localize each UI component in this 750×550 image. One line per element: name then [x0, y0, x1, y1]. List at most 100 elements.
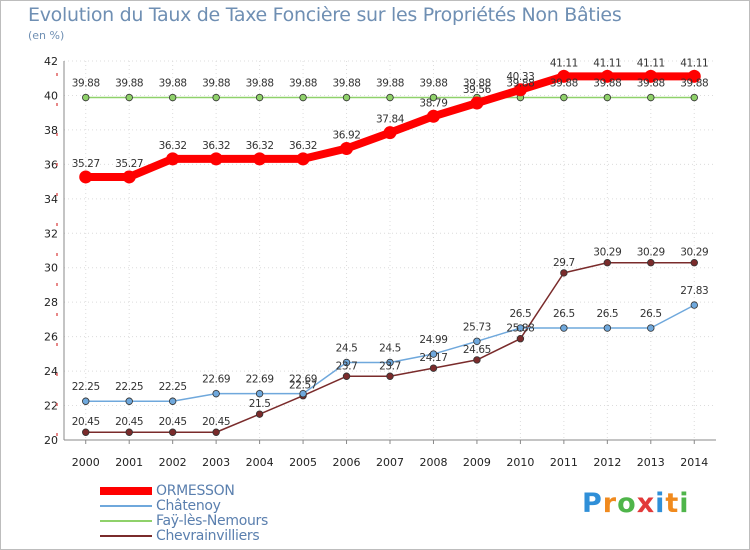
data-label-1: 26.5: [510, 308, 532, 320]
data-label-1: 24.5: [379, 342, 401, 354]
data-label-0: 41.11: [680, 57, 708, 69]
x-tick-label: 2005: [289, 456, 317, 469]
series-point-0: [644, 69, 658, 83]
logo-letter: P: [582, 488, 603, 519]
series-point-3: [429, 364, 438, 372]
series-point-1: [299, 389, 307, 398]
x-tick-label: 2010: [506, 456, 534, 469]
data-label-1: 22.69: [202, 374, 230, 386]
logo-letter: i: [679, 488, 690, 519]
x-tick-label: 2012: [593, 456, 621, 469]
data-label-3: 20.45: [115, 416, 143, 428]
x-tick-label: 2011: [550, 456, 578, 469]
series-point-2: [342, 93, 351, 102]
proxiti-logo: Proxiti: [582, 488, 690, 519]
data-label-0: 40.33: [506, 71, 534, 83]
x-tick-label: 2000: [72, 456, 100, 469]
series-point-0: [253, 152, 267, 166]
data-labels: 35.27 35.27 36.32 36.32 36.32 36.32 36.92 37.84…: [72, 57, 709, 428]
series-point-0: [687, 69, 701, 83]
series-point-0: [296, 152, 310, 166]
series-point-1: [168, 397, 177, 405]
legend-label-chevrainvilliers: Chevrainvilliers: [156, 528, 260, 544]
series-point-2: [429, 93, 438, 102]
series-point-3: [473, 356, 481, 364]
series-point-3: [82, 428, 90, 436]
y-tick-label: 32: [44, 227, 58, 240]
data-label-0: 39.56: [463, 84, 492, 96]
x-tick-label: 2014: [680, 456, 708, 469]
data-label-3: 21.5: [249, 398, 271, 410]
x-tick-label: 2009: [463, 456, 491, 469]
data-label-2: 39.88: [289, 78, 317, 90]
data-label-3: 25.88: [506, 323, 534, 335]
data-label-3: 30.29: [637, 247, 665, 259]
data-label-2: 39.88: [506, 78, 534, 90]
legend-label-ormesson: ORMESSON: [156, 483, 235, 499]
series-point-3: [255, 410, 264, 418]
data-label-2: 39.88: [680, 78, 708, 90]
legend-swatch-fay-les-nemours: [100, 520, 152, 522]
axes: 20 22 24 26 28 30 32 34 36 38 40 42 2000 2001 2002 2003…: [44, 55, 716, 469]
y-tick-label: 38: [44, 124, 58, 137]
series-point-0: [340, 142, 354, 156]
series-point-0: [600, 69, 614, 83]
series-point-3: [560, 269, 568, 277]
data-label-0: 36.92: [333, 130, 361, 142]
data-label-1: 27.83: [680, 285, 708, 297]
data-label-0: 41.11: [637, 57, 665, 69]
series-point-3: [647, 259, 655, 267]
series-point-1: [342, 358, 351, 367]
legend-swatch-chevrainvilliers: [100, 535, 152, 537]
data-label-1: 22.25: [115, 381, 143, 393]
series-point-2: [386, 93, 394, 102]
data-label-1: 22.25: [72, 381, 100, 393]
data-label-0: 36.32: [202, 140, 230, 152]
series-point-0: [166, 152, 180, 166]
data-label-2: 39.88: [333, 78, 361, 90]
series-point-1: [82, 397, 90, 405]
series-point-1: [647, 324, 655, 332]
y-tick-label: 34: [44, 193, 58, 206]
series-point-2: [255, 93, 264, 102]
y-tick-label: 42: [44, 55, 58, 68]
data-label-3: 23.7: [336, 360, 358, 372]
series-point-2: [212, 93, 220, 102]
x-tick-label: 2006: [333, 456, 361, 469]
series-point-3: [386, 372, 394, 380]
data-label-0: 36.32: [246, 140, 274, 152]
data-label-1: 26.5: [553, 308, 575, 320]
series-point-2: [125, 93, 133, 102]
data-label-0: 41.11: [550, 57, 578, 69]
data-label-3: 23.7: [379, 360, 401, 372]
data-label-0: 36.32: [289, 140, 317, 152]
data-label-3: 24.65: [463, 344, 491, 356]
series-point-0: [79, 170, 93, 184]
logo-letter: o: [617, 488, 637, 519]
series-point-1: [603, 324, 612, 332]
data-label-2: 39.88: [159, 78, 187, 90]
data-label-0: 36.32: [159, 140, 187, 152]
data-label-0: 38.79: [419, 97, 447, 109]
series-point-3: [125, 428, 133, 436]
series-point-2: [647, 93, 655, 102]
data-label-3: 29.7: [553, 257, 575, 269]
y-tick-label: 40: [44, 89, 58, 102]
x-tick-label: 2004: [246, 456, 274, 469]
data-label-2: 39.88: [202, 78, 230, 90]
data-label-3: 20.45: [159, 416, 187, 428]
series-point-3: [212, 428, 220, 436]
series-point-3: [342, 372, 351, 380]
data-label-3: 24.17: [419, 352, 447, 364]
x-tick-label: 2007: [376, 456, 404, 469]
data-label-3: 20.45: [72, 416, 100, 428]
series-point-1: [255, 389, 264, 398]
series-point-0: [557, 69, 571, 83]
series-point-0: [209, 152, 223, 166]
data-label-1: 24.99: [419, 334, 447, 346]
series-point-1: [473, 337, 481, 345]
data-label-1: 22.25: [159, 381, 187, 393]
x-tick-label: 2003: [202, 456, 230, 469]
